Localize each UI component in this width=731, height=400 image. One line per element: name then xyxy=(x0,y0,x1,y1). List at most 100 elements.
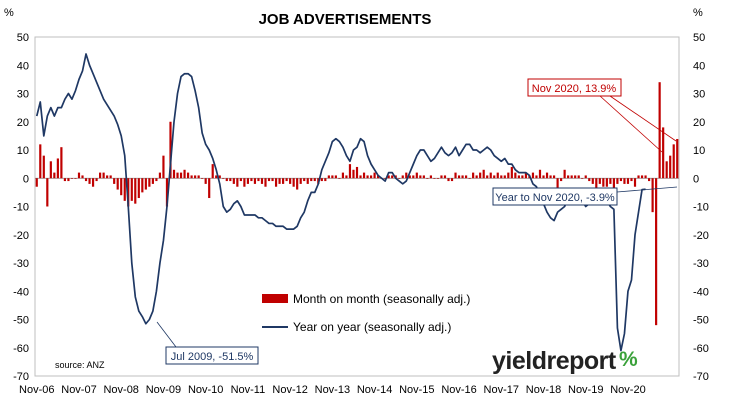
mom-bar xyxy=(176,172,179,179)
mom-bar xyxy=(260,178,264,184)
mom-bar xyxy=(243,178,246,187)
annotation-nov-2020-yoy: Year to Nov 2020, -3.9% xyxy=(492,186,678,206)
annotation-box xyxy=(165,346,259,365)
mom-bar xyxy=(35,178,38,187)
mom-bar xyxy=(289,178,292,184)
annotation-leader xyxy=(599,95,663,153)
mom-bar xyxy=(352,169,355,179)
mom-bar xyxy=(88,178,91,184)
right-tick-label: -10 xyxy=(693,202,709,214)
right-tick-label: 10 xyxy=(693,145,705,157)
mom-bar xyxy=(514,172,517,179)
mom-bar xyxy=(637,175,640,179)
mom-bar xyxy=(39,144,42,179)
mom-bar xyxy=(598,178,601,184)
legend: Month on month (seasonally adj.) Year on… xyxy=(262,292,470,334)
left-tick-label: -70 xyxy=(13,371,29,383)
mom-bar xyxy=(436,178,440,179)
mom-bar xyxy=(148,178,151,187)
mom-bar xyxy=(545,172,549,179)
mom-bar xyxy=(662,127,665,179)
mom-bar xyxy=(116,178,119,190)
left-tick-label: 20 xyxy=(17,117,29,129)
mom-bar xyxy=(134,178,137,204)
mom-bar xyxy=(524,172,528,179)
legend-label-month-on-month: Month on month (seasonally adj.) xyxy=(293,292,470,306)
right-tick-label: 0 xyxy=(693,173,699,185)
mom-bar xyxy=(454,172,457,179)
mom-bar xyxy=(472,172,475,179)
annotation-nov-2020-mom: Nov 2020, 13.9% xyxy=(527,78,677,153)
mom-bar xyxy=(507,172,510,179)
mom-bar xyxy=(70,178,74,179)
mom-bar xyxy=(479,172,482,179)
mom-bar xyxy=(560,178,563,182)
left-tick-label: 40 xyxy=(17,60,29,72)
mom-bar xyxy=(197,175,200,179)
mom-bar xyxy=(672,144,675,179)
month-on-month-bars xyxy=(35,82,679,326)
legend-label-year-on-year: Year on year (seasonally adj.) xyxy=(293,320,451,334)
mom-bar xyxy=(443,175,447,179)
mom-bar xyxy=(194,175,197,179)
mom-bar xyxy=(306,178,309,184)
mom-bar xyxy=(496,172,499,179)
mom-bar xyxy=(169,121,172,179)
mom-bar xyxy=(359,175,362,179)
mom-bar xyxy=(531,172,535,179)
mom-bar xyxy=(626,178,630,184)
mom-bar xyxy=(222,178,225,179)
mom-bar xyxy=(215,175,218,179)
annotation-leader xyxy=(616,186,678,193)
right-tick-label: -50 xyxy=(693,315,709,327)
mom-bar xyxy=(130,178,133,201)
mom-bar xyxy=(208,178,211,199)
mom-bar xyxy=(426,178,429,179)
mom-bar xyxy=(542,175,545,179)
mom-bar xyxy=(218,175,221,179)
mom-bar xyxy=(253,178,257,184)
mom-bar xyxy=(630,178,633,182)
mom-bar xyxy=(588,178,591,182)
mom-bar xyxy=(493,175,496,179)
mom-bar xyxy=(106,175,109,179)
annotation-jul-2009-yoy: Jul 2009, -51.5% xyxy=(156,321,259,365)
mom-bar xyxy=(475,175,478,179)
mom-bar xyxy=(190,175,193,179)
x-tick-label: Nov-11 xyxy=(231,384,266,396)
left-tick-label: 10 xyxy=(17,145,29,157)
mom-bar xyxy=(503,175,506,179)
mom-bar xyxy=(612,178,615,190)
annotation-text: Nov 2020, 13.9% xyxy=(532,83,617,95)
annotation-text: Year to Nov 2020, -3.9% xyxy=(495,192,615,204)
mom-bar xyxy=(665,161,668,179)
left-tick-label: 30 xyxy=(17,89,29,101)
logo-wordmark: yieldreport xyxy=(492,347,617,375)
mom-bar xyxy=(67,178,70,182)
mom-bar xyxy=(419,175,422,179)
mom-bar xyxy=(570,175,573,179)
mom-bar xyxy=(549,175,552,179)
mom-bar xyxy=(246,178,249,184)
left-tick-label: -50 xyxy=(13,315,29,327)
mom-bar xyxy=(447,178,450,182)
mom-bar xyxy=(239,178,242,182)
mom-bar xyxy=(669,155,672,179)
mom-bar xyxy=(465,175,468,179)
mom-bar xyxy=(183,169,186,179)
mom-bar xyxy=(77,172,81,179)
annotation-leader xyxy=(609,95,677,142)
mom-bar xyxy=(489,172,492,179)
mom-bar xyxy=(373,172,376,179)
mom-bar xyxy=(310,178,313,182)
mom-bar xyxy=(296,178,299,190)
mom-bar xyxy=(429,175,432,179)
mom-bar xyxy=(355,166,359,179)
mom-bar xyxy=(179,172,183,179)
mom-bar xyxy=(299,178,302,184)
mom-bar xyxy=(257,178,260,182)
right-tick-label: 30 xyxy=(693,89,705,101)
mom-bar xyxy=(482,169,485,179)
mom-bar xyxy=(591,178,594,184)
mom-bar xyxy=(324,178,327,182)
